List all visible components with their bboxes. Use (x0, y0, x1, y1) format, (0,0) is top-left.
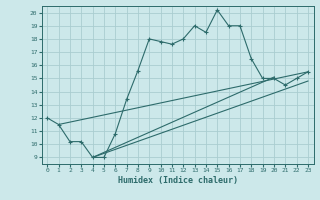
X-axis label: Humidex (Indice chaleur): Humidex (Indice chaleur) (118, 176, 237, 185)
